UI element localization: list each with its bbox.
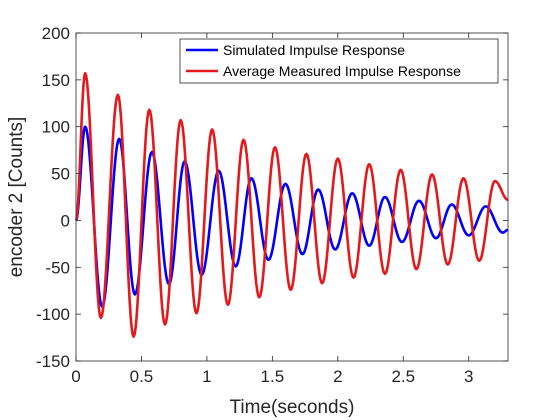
y-axis-ticks: -150 -100 -50 0 50 100 150 200: [36, 24, 508, 371]
series-line-measured: [74, 72, 509, 338]
x-tick-label: 1: [202, 367, 211, 386]
legend-label-simulated: Simulated Impulse Response: [223, 42, 405, 58]
legend-box: [179, 38, 499, 84]
y-tick-label: 100: [42, 118, 70, 137]
x-axis-title: Time(seconds): [230, 397, 355, 418]
y-tick-label: -50: [45, 258, 70, 277]
x-tick-label: 0.5: [130, 367, 154, 386]
series-lines: [74, 72, 509, 338]
y-axis-title: encoder 2 [Counts]: [6, 117, 27, 278]
y-tick-label: 150: [42, 71, 70, 90]
y-tick-label: 50: [51, 165, 70, 184]
x-tick-label: 2: [333, 367, 342, 386]
y-tick-label: -100: [36, 305, 70, 324]
y-tick-label: -150: [36, 352, 70, 371]
legend: Simulated Impulse Response Average Measu…: [179, 38, 499, 84]
x-tick-label: 0: [71, 367, 80, 386]
x-tick-label: 2.5: [391, 367, 415, 386]
y-tick-label: 0: [61, 211, 70, 230]
x-tick-label: 3: [464, 367, 473, 386]
x-tick-label: 1.5: [261, 367, 285, 386]
axes-box: [75, 32, 509, 362]
legend-label-measured: Average Measured Impulse Response: [223, 63, 461, 79]
y-tick-label: 200: [42, 24, 70, 43]
x-axis-ticks: 0 0.5 1 1.5 2 2.5 3: [71, 33, 473, 386]
series-line-simulated: [74, 125, 509, 308]
